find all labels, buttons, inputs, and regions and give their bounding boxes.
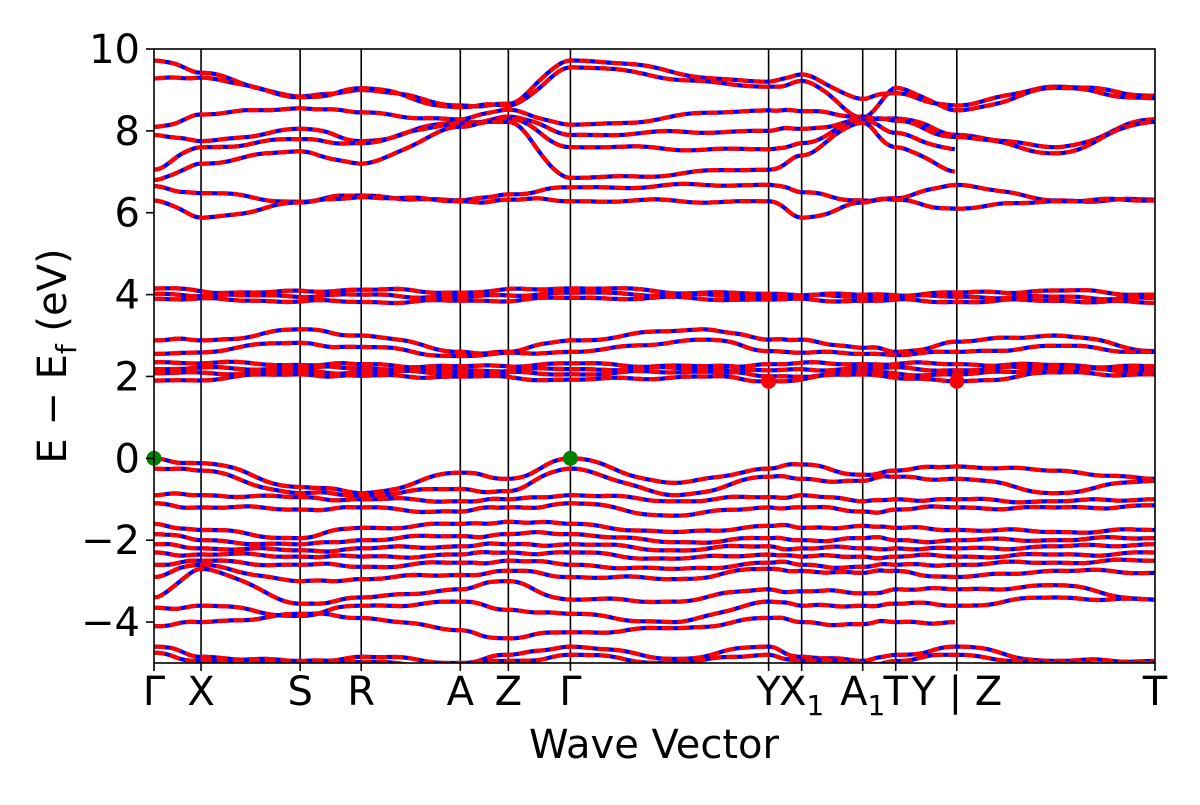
x-tick-label-1: X <box>187 669 214 715</box>
extrema-markers <box>146 373 965 466</box>
cbm-marker-2 <box>761 373 777 389</box>
x-axis-label: Wave Vector <box>529 722 780 768</box>
y-tick-label-4: 4 <box>115 273 140 319</box>
band-1-spin-down <box>154 65 1155 120</box>
band-5-spin-down <box>154 119 956 183</box>
x-tick-label-5: Z <box>495 669 522 715</box>
band-12-spin-down <box>154 337 1155 359</box>
band-2-spin-down <box>154 106 1155 150</box>
band-22-spin-down <box>154 530 1155 547</box>
y-axis-label-unit: (eV) <box>30 248 76 344</box>
x-tick-label-3: R <box>347 669 375 715</box>
x-tick-label-2: S <box>287 669 312 715</box>
band-17-spin-down <box>154 456 1155 496</box>
band-11-spin-down <box>154 327 1155 356</box>
band-26-spin-down <box>154 562 1155 584</box>
x-tick-label-11: Y | Z <box>910 669 1002 715</box>
cbm-marker-3 <box>949 373 965 389</box>
band-30-spin-down <box>154 644 1155 663</box>
plot-area-background <box>154 49 1155 663</box>
band-29-spin-down <box>154 611 955 641</box>
x-tick-label-7: Y <box>755 669 781 715</box>
band-0-spin-down <box>154 58 1155 109</box>
bands-layer <box>154 58 1155 663</box>
x-tick-label-10: T <box>883 669 909 715</box>
band-3-spin-down <box>154 114 1155 156</box>
y-tick-label-5: 6 <box>115 191 140 237</box>
x-tick-label-0: Γ <box>143 669 166 715</box>
band-14-spin-down <box>154 364 1155 374</box>
y-tick-label-1: −2 <box>81 518 140 564</box>
y-tick-label-6: 8 <box>115 109 140 155</box>
band-10-spin-down <box>154 294 1155 306</box>
x-tick-label-12: T <box>1142 669 1168 715</box>
band-20-spin-down <box>154 501 1155 518</box>
band-16-spin-down <box>154 370 1155 384</box>
band-24-spin-down <box>154 550 1155 561</box>
y-axis-label: E − Ef (eV) <box>30 248 83 463</box>
vbm-marker-1 <box>562 450 578 466</box>
band-7-spin-down <box>154 195 1155 220</box>
x-tick-label-4: A <box>447 669 475 715</box>
band-15-spin-down <box>154 366 1155 379</box>
y-axis-label-subscript: f <box>50 343 83 354</box>
y-axis-ticks: −4 −2 0 2 4 6 8 10 <box>81 27 154 646</box>
band-19-spin-down <box>154 491 1155 505</box>
band-18-spin-down <box>154 466 1155 498</box>
band-4-spin-down <box>154 116 956 172</box>
x-tick-label-8: X1 <box>779 669 824 722</box>
x-tick-label-6: Γ <box>559 669 582 715</box>
band-27-spin-down <box>154 566 1155 606</box>
y-tick-label-7: 10 <box>89 27 140 73</box>
band-21-spin-down <box>154 519 1155 541</box>
y-tick-label-0: −4 <box>81 600 140 646</box>
y-axis-label-main: E − E <box>30 354 76 464</box>
y-tick-label-3: 2 <box>115 354 140 400</box>
y-tick-label-2: 0 <box>115 436 140 482</box>
plot-frame <box>153 48 1156 664</box>
band-23-spin-down <box>154 541 1155 554</box>
band-25-spin-down <box>154 557 1155 571</box>
band-8-spin-down <box>154 286 1155 298</box>
x-tick-label-9: A1 <box>840 669 885 722</box>
